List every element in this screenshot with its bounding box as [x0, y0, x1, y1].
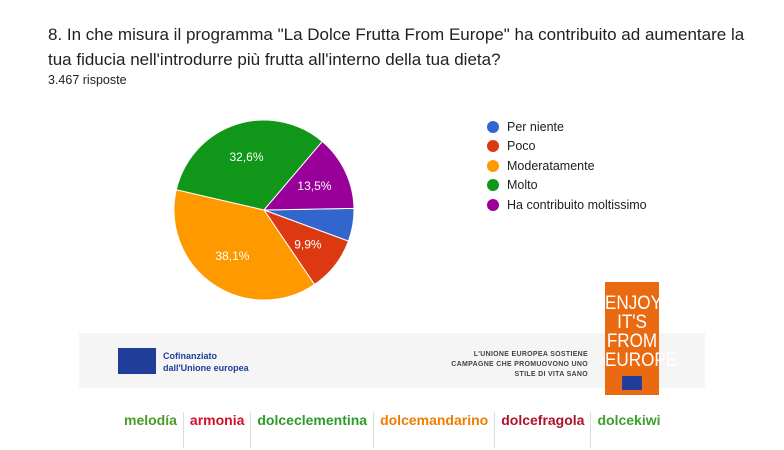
legend-dot-icon	[487, 179, 499, 192]
question-title: 8. In che misura il programma "La Dolce …	[48, 25, 745, 69]
eu-banner	[79, 333, 705, 388]
slice-label: 32,6%	[229, 150, 263, 164]
response-count: 3.467 risposte	[48, 73, 127, 87]
legend-item: Ha contribuito moltissimo	[487, 195, 647, 215]
legend-item: Poco	[487, 137, 647, 157]
brand-logo: dolceclementina	[251, 412, 375, 448]
pie-slice-4	[262, 140, 355, 211]
slice-label: 9,9%	[294, 237, 322, 251]
brand-logos: melodía armonia dolceclementina dolcemandar…	[118, 412, 667, 448]
enjoy-europe-logo: ENJOY IT'S FROM EUROPE	[605, 282, 677, 395]
legend-label: Molto	[507, 178, 538, 193]
legend-item: Moderatamente	[487, 156, 647, 176]
slice-label: 13,5%	[297, 179, 331, 193]
brand-logo: dolcemandarino	[374, 412, 496, 448]
legend-label: Poco	[507, 139, 536, 154]
legend-dot-icon	[487, 159, 499, 172]
cofinanziato-text: Cofinanziato dall'Unione europea	[163, 351, 249, 373]
brand-logo: armonia	[184, 412, 252, 448]
pie-slice-2	[173, 189, 316, 301]
slice-label: 38,1%	[215, 249, 249, 263]
ue-text: L'UNIONE EUROPEA SOSTIENE CAMPAGNE CHE P…	[451, 351, 588, 378]
legend-label: Moderatamente	[507, 158, 595, 173]
legend-dot-icon	[487, 140, 499, 153]
brand-logo: melodía	[118, 412, 184, 448]
legend-item: Molto	[487, 176, 647, 196]
eu-flag-icon	[118, 348, 156, 374]
legend-label: Ha contribuito moltissimo	[507, 197, 647, 212]
brand-logo: dolcekiwi	[597, 412, 661, 428]
legend-dot-icon	[487, 198, 499, 211]
legend-label: Per niente	[507, 119, 564, 134]
legend: Per niente Poco Moderatamente Molto Ha contr…	[487, 117, 647, 215]
brand-logo: dolcefragola	[495, 412, 592, 448]
legend-dot-icon	[487, 120, 499, 133]
pie-chart: 9,9% 38,1% 32,6% 13,5%	[173, 119, 355, 301]
pie-slice-3	[175, 119, 324, 211]
legend-item: Per niente	[487, 117, 647, 137]
